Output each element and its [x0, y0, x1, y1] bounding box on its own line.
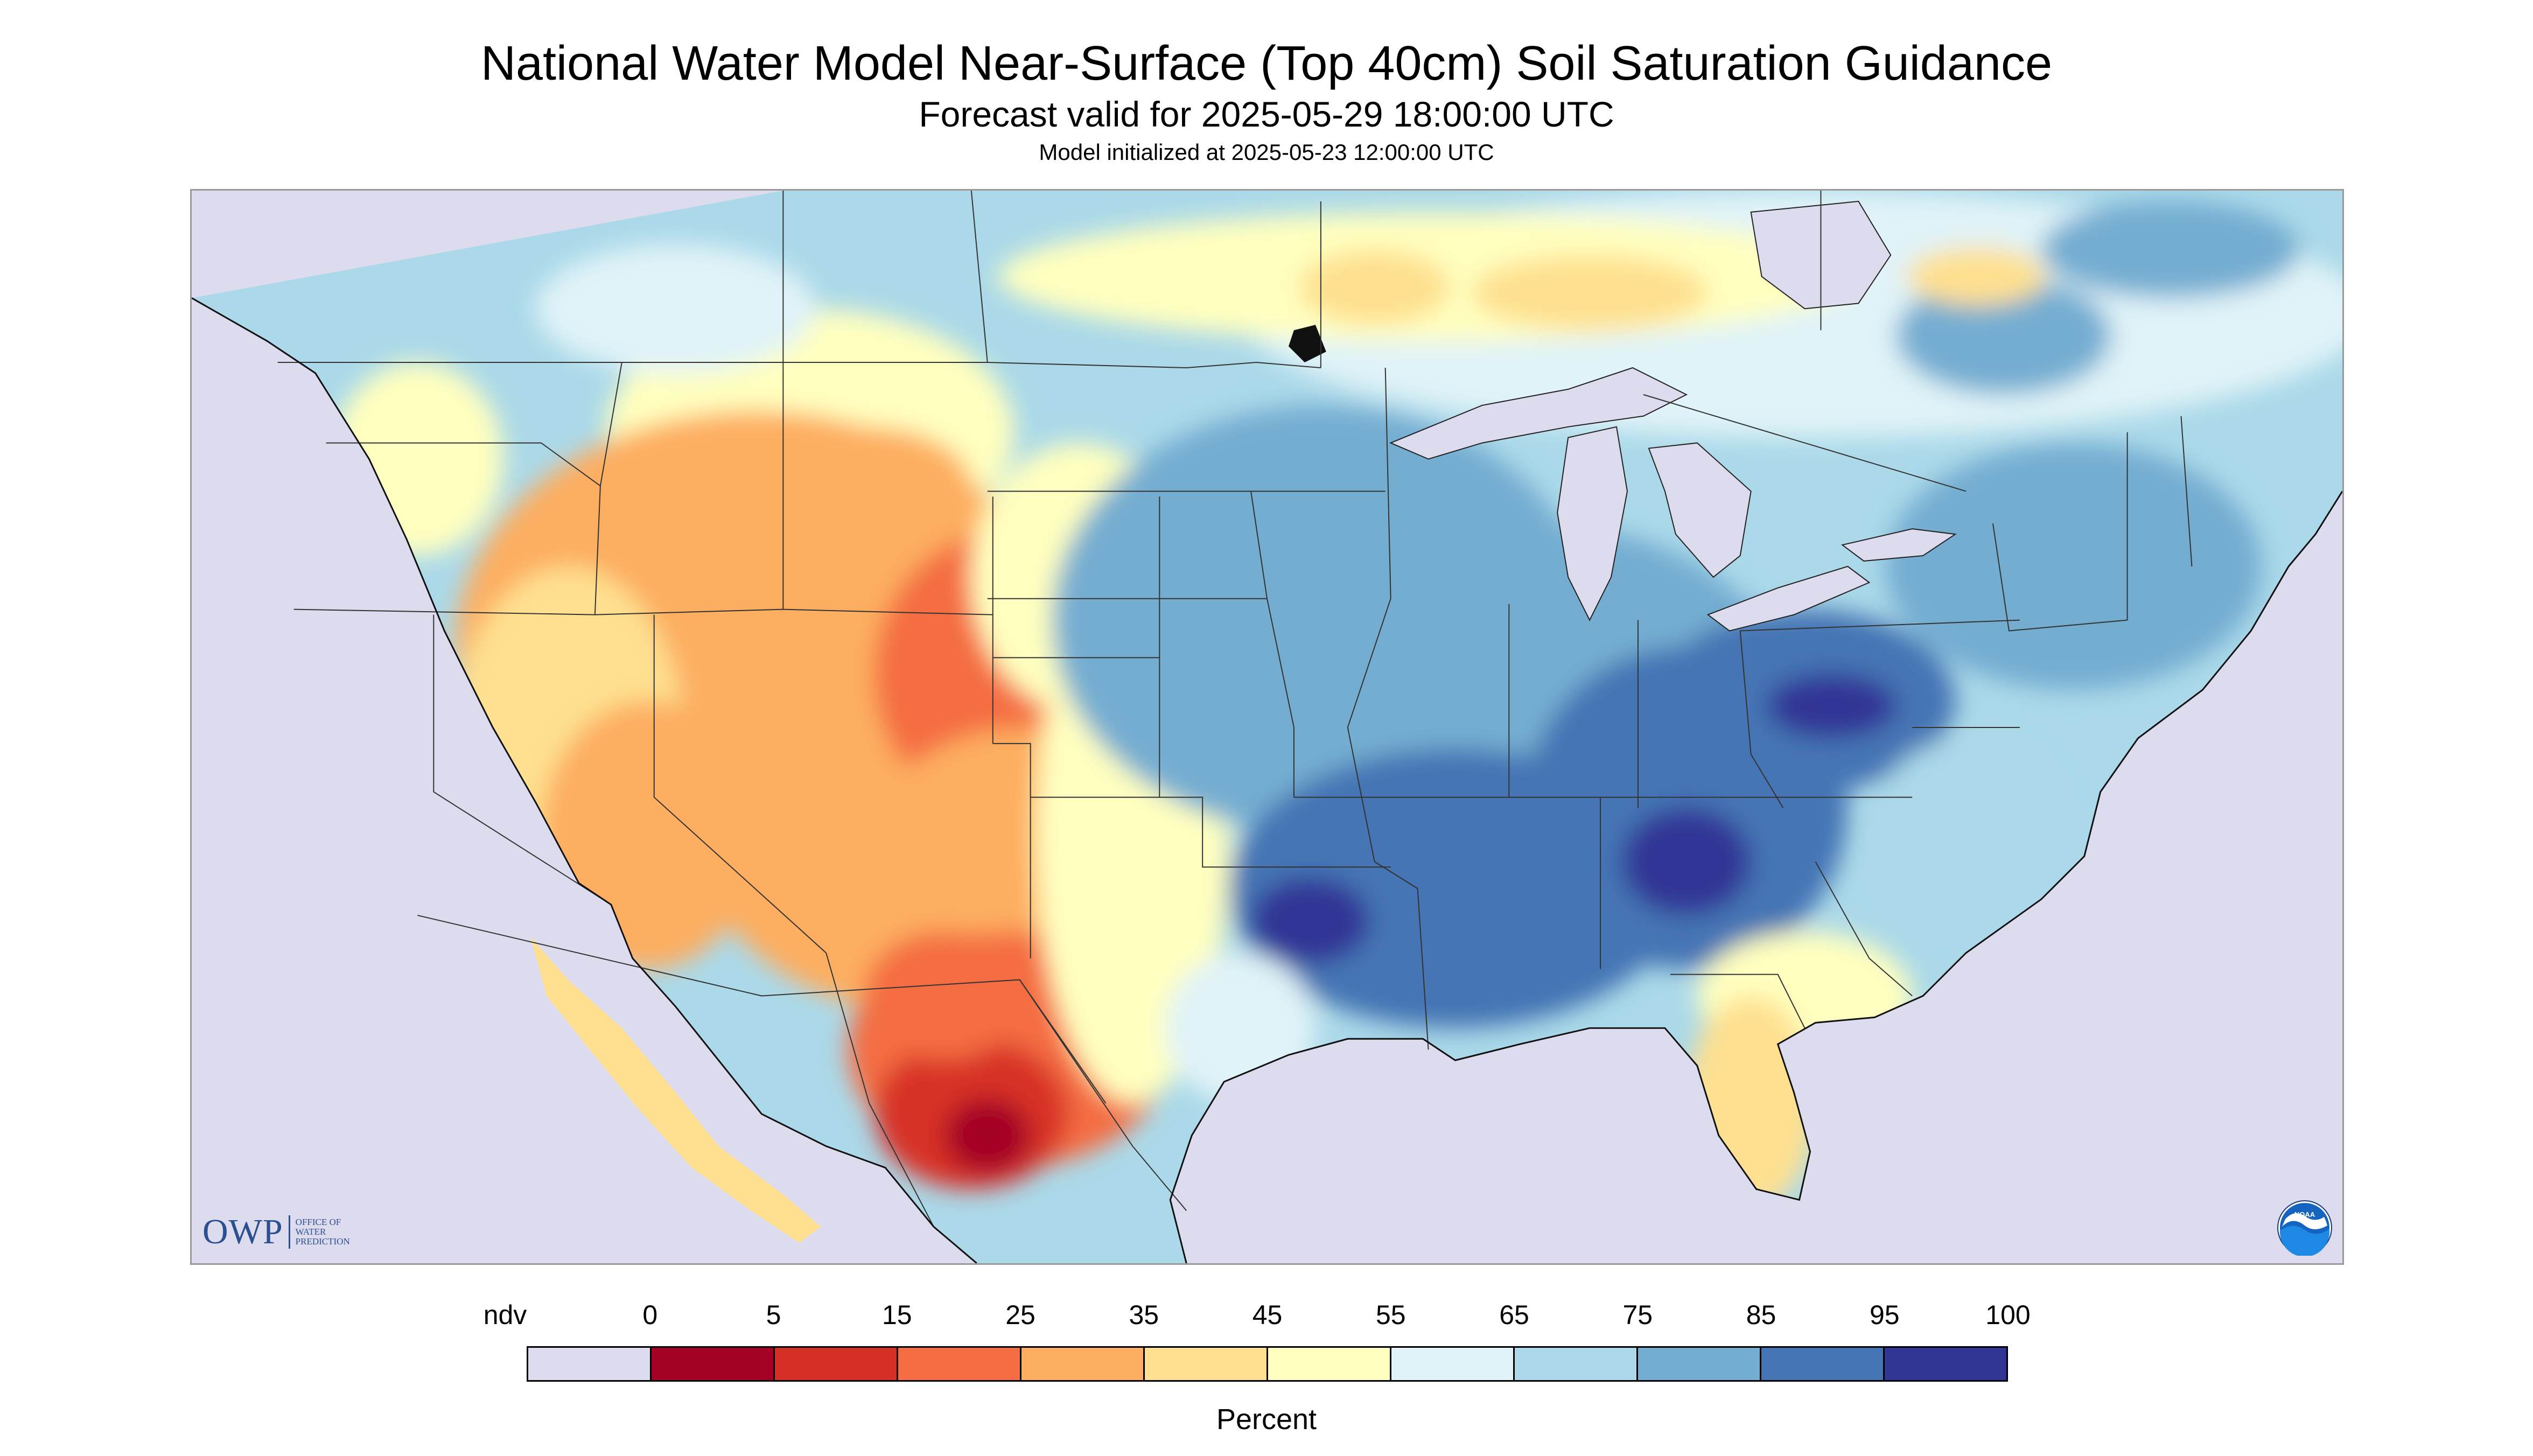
colorbar-tick-label: 65 — [1499, 1300, 1529, 1330]
map-canvas — [192, 191, 2342, 1263]
colorbar-tick-label: 75 — [1622, 1300, 1653, 1330]
colorbar-swatch — [898, 1348, 1021, 1380]
forecast-valid-subtitle: Forecast valid for 2025-05-29 18:00:00 U… — [919, 94, 1614, 134]
colorbar-tick-label: 85 — [1746, 1300, 1776, 1330]
colorbar-tick-label: 5 — [766, 1300, 781, 1330]
coastline — [192, 297, 977, 1263]
colorbar-tick-label: 45 — [1252, 1300, 1283, 1330]
colorbar-swatch — [1515, 1348, 1638, 1380]
colorbar-swatch — [1638, 1348, 1761, 1380]
colorbar-tick-label: 35 — [1129, 1300, 1159, 1330]
great-lakes — [1389, 367, 1957, 632]
gulf-coastline — [1169, 491, 2342, 1263]
soil-saturation-map: OWP OFFICE OF WATER PREDICTION NOAA — [190, 189, 2344, 1265]
colorbar-swatch — [1761, 1348, 1885, 1380]
colorbar-tick-label: 95 — [1869, 1300, 1900, 1330]
noaa-logo-text: NOAA — [2294, 1210, 2315, 1219]
colorbar-swatch — [1885, 1348, 2006, 1380]
owp-logo-divider — [288, 1215, 290, 1249]
colorbar-swatch — [652, 1348, 775, 1380]
colorbar-tick-label: 15 — [881, 1300, 912, 1330]
colorbar-swatch — [1391, 1348, 1515, 1380]
lake-winnipeg-area — [1288, 325, 1326, 363]
state-boundaries — [277, 191, 2193, 1227]
colorbar-swatch — [775, 1348, 898, 1380]
colorbar-swatch — [1145, 1348, 1268, 1380]
colorbar-tick-label: 100 — [1985, 1300, 2031, 1330]
colorbar-tick-label: 55 — [1375, 1300, 1406, 1330]
colorbar-swatch — [1268, 1348, 1391, 1380]
colorbar-title: Percent — [1216, 1403, 1317, 1436]
owp-logo-subtitle: OFFICE OF WATER PREDICTION — [295, 1217, 350, 1247]
colorbar-swatch — [1021, 1348, 1145, 1380]
colorbar-tick-label: 25 — [1005, 1300, 1035, 1330]
model-initialized-subtitle: Model initialized at 2025-05-23 12:00:00… — [1039, 139, 1494, 165]
colorbar-swatch — [528, 1348, 652, 1380]
colorbar-tick-label: 0 — [642, 1300, 658, 1330]
colorbar — [527, 1346, 2008, 1382]
colorbar-label-ndv: ndv — [483, 1300, 527, 1330]
noaa-logo-icon: NOAA — [2277, 1200, 2332, 1256]
owp-logo-letters: OWP — [202, 1212, 283, 1251]
baja-peninsula — [530, 936, 821, 1243]
map-title: National Water Model Near-Surface (Top 4… — [480, 37, 2052, 90]
owp-logo: OWP OFFICE OF WATER PREDICTION — [202, 1210, 350, 1254]
